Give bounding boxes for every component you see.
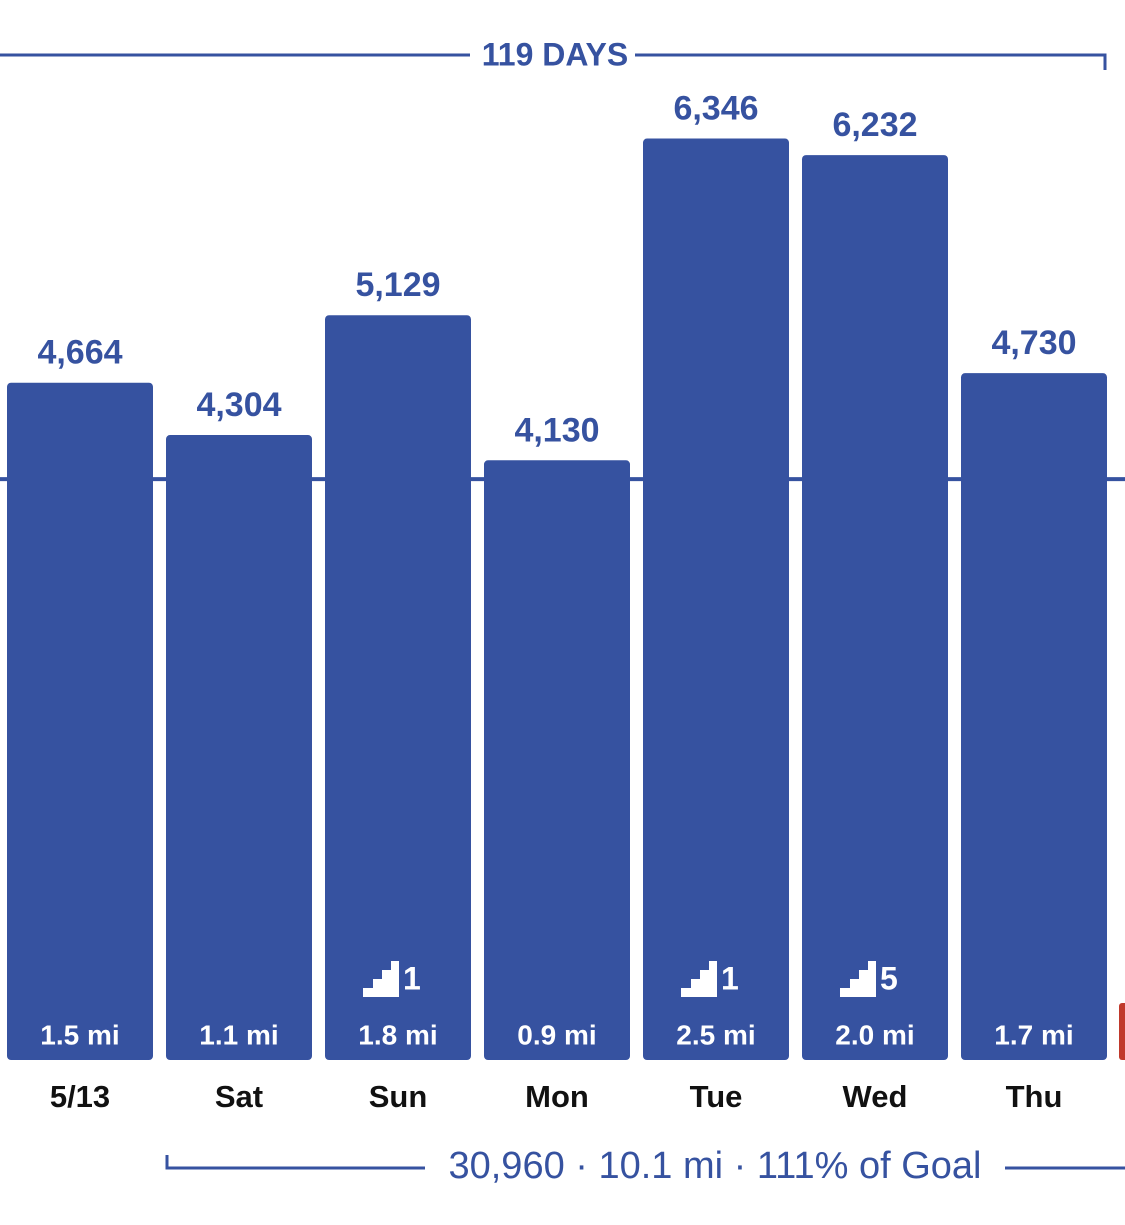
value-label: 4,730 bbox=[991, 324, 1076, 362]
floors-icon bbox=[363, 961, 399, 997]
distance-label: 0.9 mi bbox=[517, 1019, 596, 1050]
distance-label: 1.5 mi bbox=[40, 1019, 119, 1050]
bar bbox=[325, 315, 471, 1060]
distance-label: 2.0 mi bbox=[835, 1019, 914, 1050]
distance-label: 2.5 mi bbox=[676, 1019, 755, 1050]
x-tick-label: Sat bbox=[215, 1079, 263, 1114]
x-tick-label: 5/13 bbox=[50, 1079, 110, 1114]
bar bbox=[802, 155, 948, 1060]
value-label: 5,129 bbox=[355, 266, 440, 304]
summary: 30,960 · 10.1 mi · 111% of Goal bbox=[448, 1145, 981, 1187]
value-label: 6,346 bbox=[673, 90, 758, 128]
distance-label: 1.7 mi bbox=[994, 1019, 1073, 1050]
value-label: 4,664 bbox=[37, 334, 122, 372]
x-tick-label: Sun bbox=[369, 1079, 428, 1114]
value-label: 4,130 bbox=[514, 411, 599, 449]
next-bar-edge bbox=[1119, 1003, 1125, 1060]
bar bbox=[961, 373, 1107, 1060]
x-tick-label: Thu bbox=[1006, 1079, 1063, 1114]
floors-icon bbox=[840, 961, 876, 997]
value-label: 6,232 bbox=[832, 106, 917, 144]
distance-label: 1.8 mi bbox=[358, 1019, 437, 1050]
distance-label: 1.1 mi bbox=[199, 1019, 278, 1050]
x-tick-label: Wed bbox=[843, 1079, 908, 1114]
x-tick-label: Tue bbox=[690, 1079, 743, 1114]
bar bbox=[643, 138, 789, 1061]
range-label: 119 DAYS bbox=[482, 36, 628, 72]
bar bbox=[484, 460, 630, 1060]
floors-label: 1 bbox=[721, 960, 739, 996]
floors-label: 5 bbox=[880, 960, 898, 996]
bar bbox=[7, 382, 153, 1060]
x-tick-label: Mon bbox=[525, 1079, 589, 1114]
range-bracket bbox=[0, 53, 1107, 70]
floors-icon bbox=[681, 961, 717, 997]
floors-label: 1 bbox=[403, 960, 421, 996]
summary-bracket bbox=[165, 1155, 1125, 1170]
value-label: 4,304 bbox=[196, 386, 281, 424]
bar bbox=[166, 435, 312, 1060]
